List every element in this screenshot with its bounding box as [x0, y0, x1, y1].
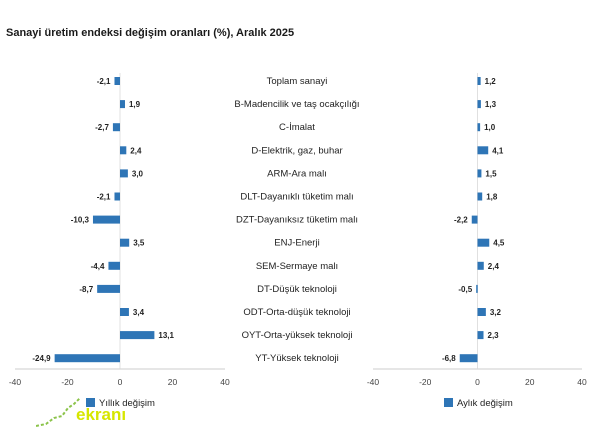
chart-title: Sanayi üretim endeksi değişim oranları (…	[6, 27, 295, 39]
data-label: 3,0	[132, 169, 144, 178]
data-label: 2,3	[488, 331, 500, 340]
legend-swatch	[444, 398, 453, 407]
data-label: -10,3	[71, 216, 90, 225]
bar	[477, 77, 481, 85]
data-label: 3,2	[490, 308, 502, 317]
bar	[120, 146, 127, 155]
category-label: ODT-Orta-düşük teknoloji	[243, 307, 350, 318]
category-label: OYT-Orta-yüksek teknoloji	[242, 330, 353, 341]
bar	[112, 123, 120, 132]
x-tick-label: 40	[220, 377, 230, 387]
data-label: 1,0	[484, 123, 496, 132]
x-tick-label: 20	[168, 377, 178, 387]
x-tick-label: -40	[9, 377, 22, 387]
data-label: -2,7	[95, 123, 109, 132]
data-label: 1,3	[485, 100, 497, 109]
bar	[477, 146, 489, 155]
data-label: -2,2	[454, 216, 468, 225]
watermark-trend-line	[36, 397, 81, 427]
data-label: -2,1	[97, 193, 111, 202]
legend-swatch	[86, 398, 95, 407]
x-tick-label: 20	[525, 377, 535, 387]
bar	[476, 284, 478, 293]
bar	[120, 331, 155, 340]
x-tick-label: -40	[367, 377, 380, 387]
data-label: -6,8	[442, 354, 456, 363]
legend-label: Aylık değişim	[457, 398, 513, 409]
bar	[92, 215, 120, 224]
data-label: 1,9	[129, 100, 141, 109]
bar	[477, 331, 484, 340]
bar	[477, 261, 484, 270]
data-label: 1,8	[486, 193, 498, 202]
bar	[120, 238, 130, 247]
bar	[477, 192, 483, 201]
x-tick-label: -20	[61, 377, 74, 387]
watermark-logo: ekranı	[36, 397, 126, 427]
data-label: 2,4	[488, 262, 500, 271]
watermark-text: ekranı	[76, 405, 126, 424]
x-tick-label: 0	[475, 377, 480, 387]
bar	[97, 284, 120, 293]
category-label: DZT-Dayanıksız tüketim malı	[236, 215, 358, 226]
bar	[54, 354, 121, 363]
bar	[114, 192, 120, 201]
category-label: SEM-Sermaye malı	[256, 261, 338, 272]
category-label: B-Madencilik ve taş ocakçılığı	[234, 99, 359, 110]
data-label: -2,1	[97, 77, 111, 86]
bar	[477, 100, 481, 109]
bar	[459, 354, 478, 363]
x-tick-label: -20	[419, 377, 432, 387]
data-label: 13,1	[158, 331, 174, 340]
category-label: C-İmalat	[279, 122, 315, 133]
data-label: -24,9	[32, 354, 51, 363]
category-label: ENJ-Enerji	[274, 238, 319, 249]
data-label: -4,4	[91, 262, 105, 271]
category-label: D-Elektrik, gaz, buhar	[251, 145, 342, 156]
data-label: -0,5	[458, 285, 472, 294]
legend-label: Yıllık değişim	[99, 398, 155, 409]
bar	[120, 308, 129, 316]
bar	[120, 100, 125, 109]
bar	[120, 169, 128, 178]
x-tick-label: 0	[118, 377, 123, 387]
data-label: 4,1	[492, 146, 504, 155]
bar	[114, 77, 120, 85]
x-tick-label: 40	[577, 377, 587, 387]
bar	[477, 123, 481, 132]
bar	[471, 215, 478, 224]
category-label: YT-Yüksek teknoloji	[255, 353, 338, 364]
bar	[477, 169, 482, 178]
data-label: 4,5	[493, 239, 505, 248]
data-label: 3,5	[133, 239, 145, 248]
bar	[477, 238, 490, 247]
data-label: 3,4	[133, 308, 145, 317]
data-label: 2,4	[130, 146, 142, 155]
category-label: ARM-Ara malı	[267, 168, 327, 179]
category-label: Toplam sanayi	[267, 76, 328, 87]
category-label: DLT-Dayanıklı tüketim malı	[240, 192, 353, 203]
data-label: 1,2	[485, 77, 497, 86]
bar	[108, 261, 120, 270]
category-label: DT-Düşük teknoloji	[257, 284, 337, 295]
bar	[477, 308, 486, 316]
data-label: -8,7	[79, 285, 93, 294]
data-label: 1,5	[485, 169, 497, 178]
